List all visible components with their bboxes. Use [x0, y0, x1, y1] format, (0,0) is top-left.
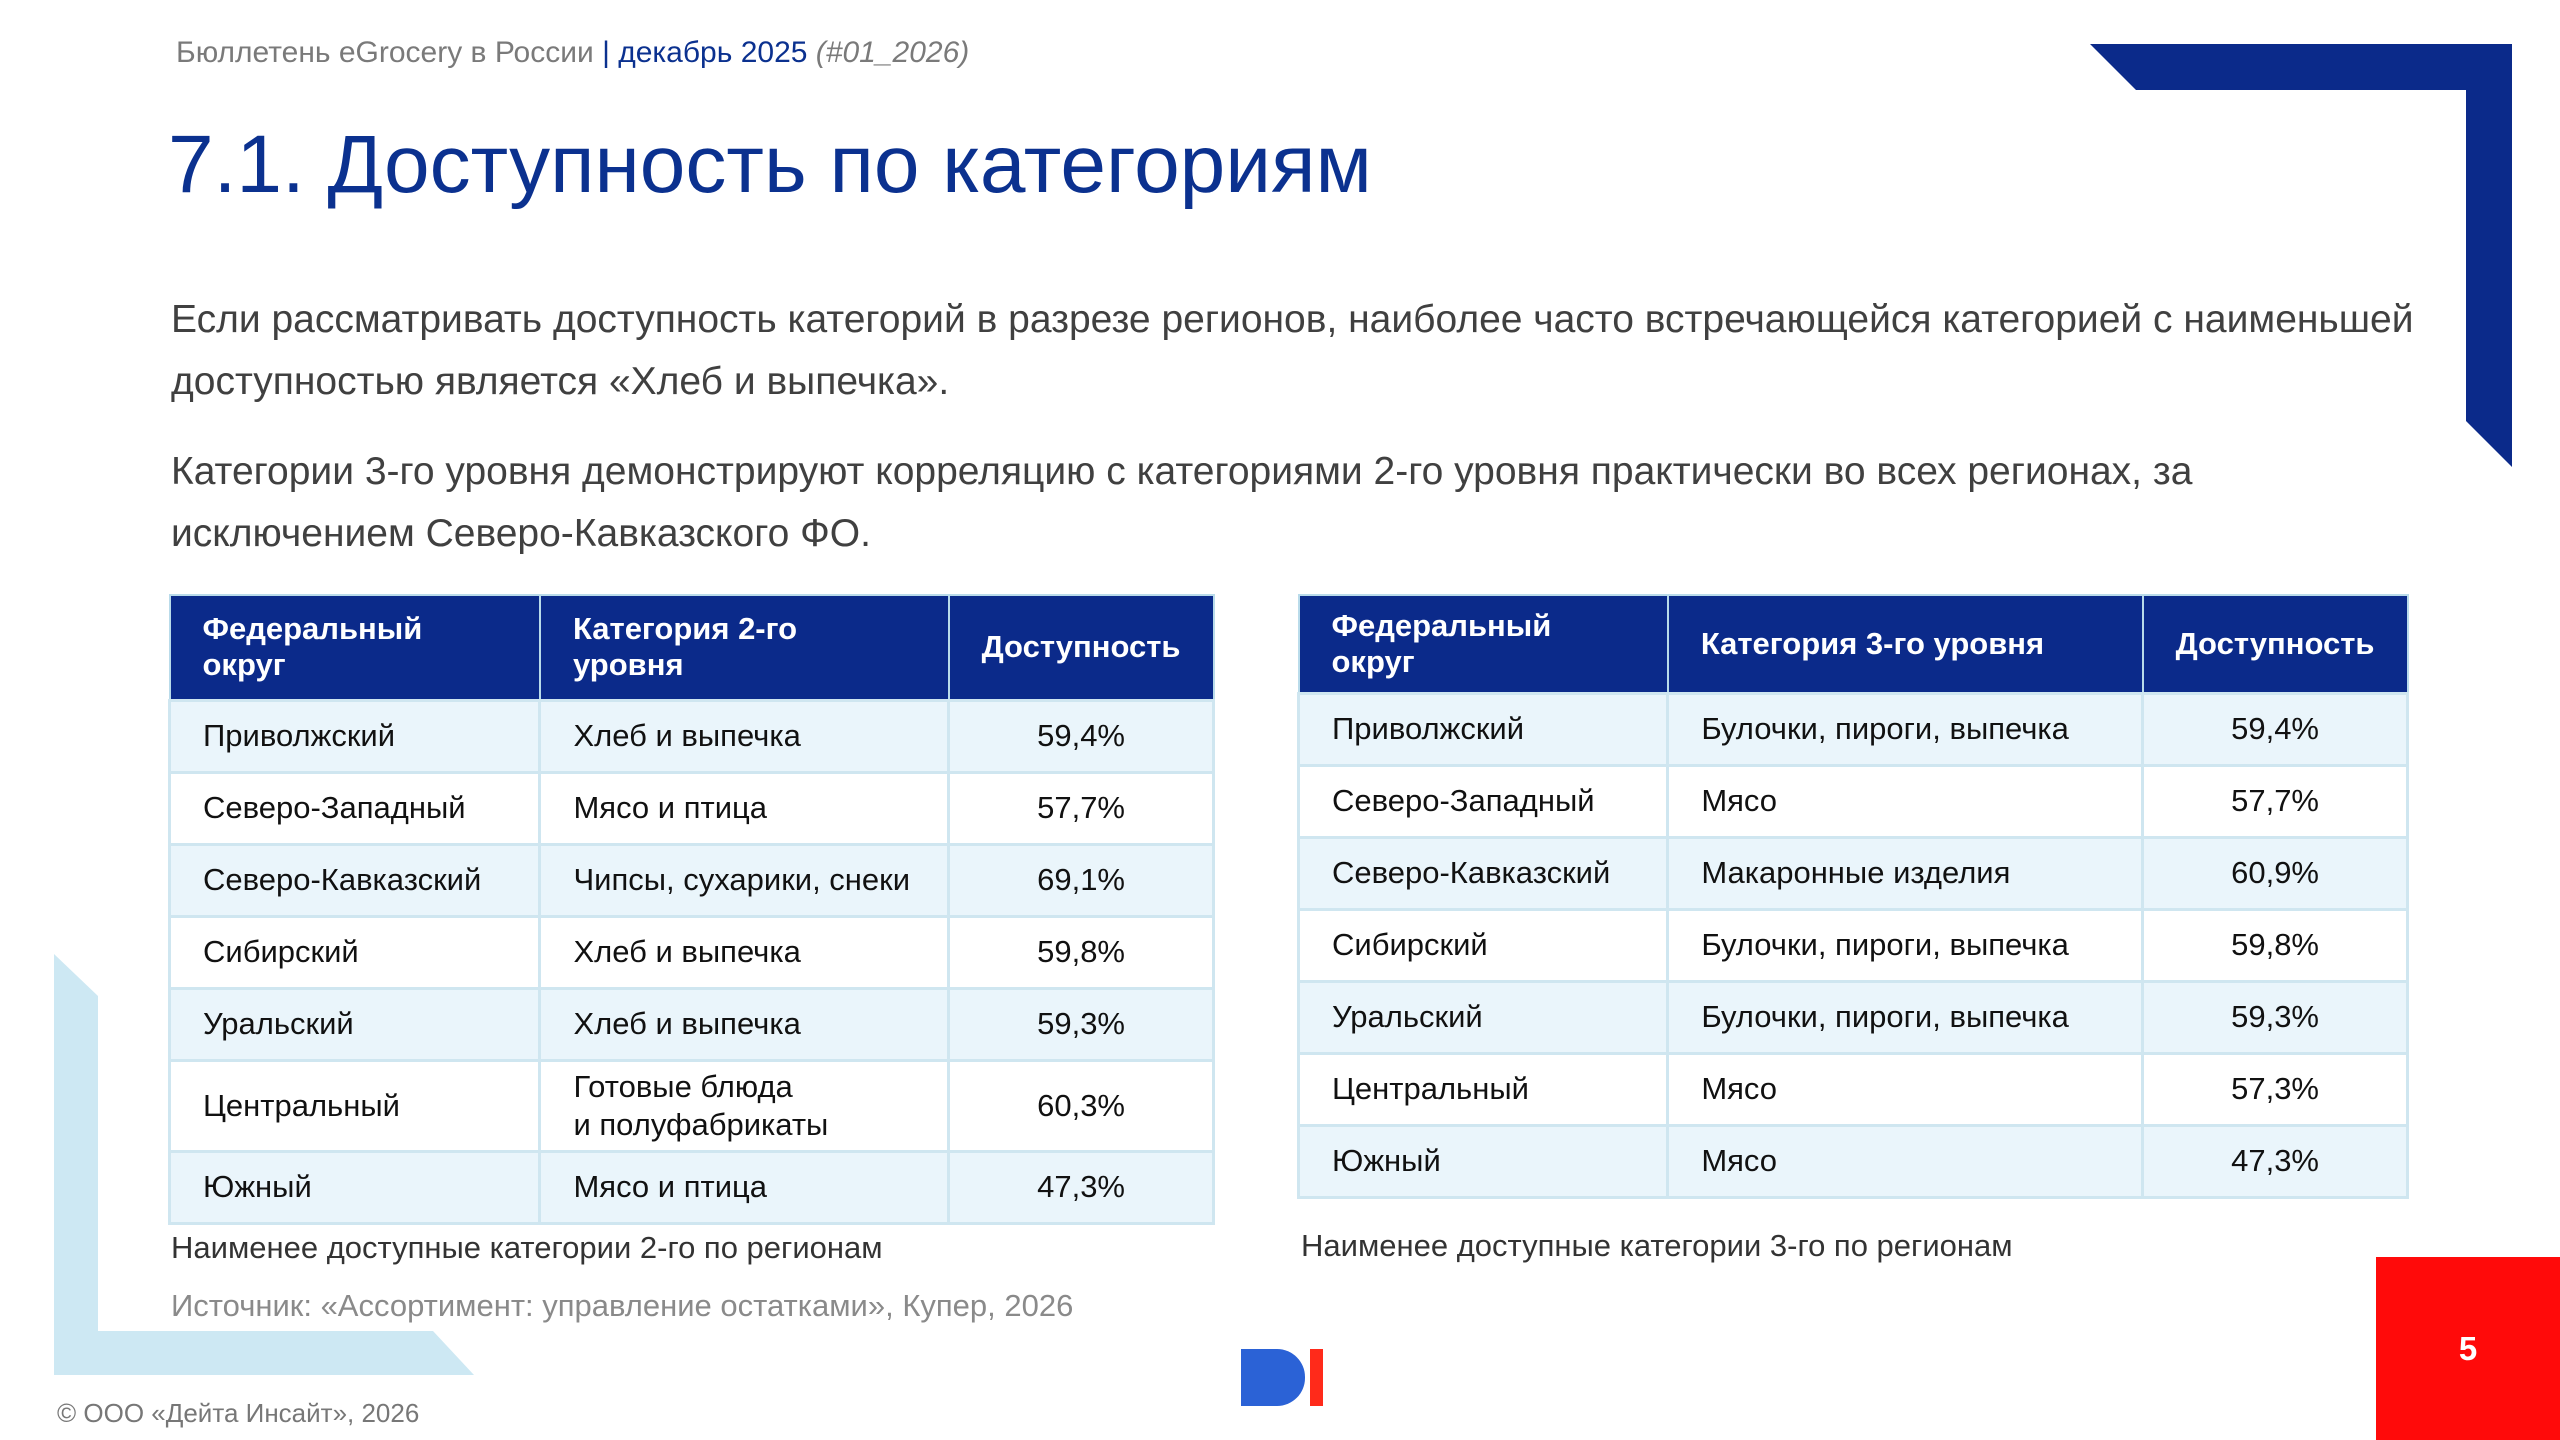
table-caption: Наименее доступные категории 3-го по рег… — [1301, 1228, 2013, 1263]
table-cell: Северо-Западный — [1296, 763, 1670, 839]
separator: | — [602, 36, 610, 69]
table-cell: Южный — [167, 1149, 542, 1225]
corner-bracket — [2090, 44, 2512, 467]
table-cell: 47,3% — [947, 1149, 1215, 1225]
table-row: Сибирский Булочки, пироги, выпечка 59,8% — [1296, 907, 2409, 983]
table-row: Уральский Булочки, пироги, выпечка 59,3% — [1296, 979, 2409, 1055]
issue: (#01_2026) — [815, 36, 970, 69]
page-number: 5 — [2376, 1257, 2560, 1440]
data-table: Федеральный округ Категория 3-го уровня До… — [1296, 594, 2409, 1199]
column-header: Федеральный округ — [1297, 594, 1669, 694]
table-row: Приволжский Хлеб и выпечка 59,4% — [167, 698, 1215, 774]
table-cell: 59,8% — [2141, 907, 2409, 983]
column-header: Доступность — [947, 594, 1215, 701]
table-cell: Булочки, пироги, выпечка — [1666, 907, 2145, 983]
table-row: Центральный Мясо 57,3% — [1296, 1051, 2409, 1127]
table-cell: Приволжский — [1296, 691, 1670, 767]
table-row: Приволжский Булочки, пироги, выпечка 59,4% — [1296, 691, 2409, 767]
paragraph: Если рассматривать доступность категорий… — [171, 298, 2414, 403]
table-cell: Южный — [1296, 1123, 1670, 1199]
table-row: Уральский Хлеб и выпечка 59,3% — [167, 986, 1215, 1062]
column-header: Категория 2-го уровня — [538, 594, 950, 701]
table-row: Сибирский Хлеб и выпечка 59,8% — [167, 914, 1215, 990]
table-cell: Северо-Западный — [167, 770, 542, 846]
header-row: Федеральный округ Категория 2-го уровня До… — [168, 594, 1215, 701]
table-cell: 57,7% — [947, 770, 1215, 846]
table-cell: Хлеб и выпечка — [538, 698, 951, 774]
table-cell: 69,1% — [947, 842, 1215, 918]
table-cell: Хлеб и выпечка — [538, 986, 951, 1062]
paragraph: Категории 3-го уровня демонстрируют корр… — [171, 450, 2193, 555]
table-cell: 57,3% — [2141, 1051, 2409, 1127]
table-cell: Центральный — [167, 1058, 542, 1153]
table-cell: Мясо и птица — [538, 1149, 951, 1225]
corner-bracket-light — [54, 954, 474, 1375]
table-caption: Наименее доступные категории 2-го по рег… — [171, 1230, 883, 1265]
table-row: Северо-Западный Мясо и птица 57,7% — [167, 770, 1215, 846]
table-cell: 59,3% — [947, 986, 1215, 1062]
copyright: © ООО «Дейта Инсайт», 2026 — [57, 1398, 420, 1428]
data-table: Федеральный округ Категория 2-го уровня До… — [167, 594, 1215, 1225]
table-row: Северо-Кавказский Макаронные изделия 60,9% — [1296, 835, 2409, 911]
logo-d — [1241, 1349, 1305, 1406]
table-row: Южный Мясо и птица 47,3% — [167, 1149, 1215, 1225]
table-cell: 47,3% — [2141, 1123, 2409, 1199]
table-cell: Мясо — [1666, 1123, 2145, 1199]
table-cell: Сибирский — [1296, 907, 1670, 983]
table-cell: Приволжский — [167, 698, 542, 774]
table-cell: Мясо и птица — [538, 770, 951, 846]
logo-i — [1310, 1349, 1323, 1406]
table-cell: Чипсы, сухарики, снеки — [538, 842, 951, 918]
table-cell: Хлеб и выпечка — [538, 914, 951, 990]
header-row: Федеральный округ Категория 3-го уровня До… — [1297, 594, 2409, 694]
table-row: Центральный Готовые блюда и полуфабрикаты… — [167, 1058, 1215, 1153]
title: 7.1. Доступность по категориям — [168, 119, 1372, 210]
date: декабрь 2025 — [618, 36, 808, 69]
table-cell: 59,3% — [2141, 979, 2409, 1055]
table-cell: 59,8% — [947, 914, 1215, 990]
table-cell: 59,4% — [2141, 691, 2409, 767]
table-cell: 60,9% — [2141, 835, 2409, 911]
table-cell: Мясо — [1666, 1051, 2145, 1127]
table-row: Южный Мясо 47,3% — [1296, 1123, 2409, 1199]
table-cell: Сибирский — [167, 914, 542, 990]
column-header: Категория 3-го уровня — [1666, 594, 2144, 694]
header: Бюллетень eGrocery в России | декабрь 20… — [176, 36, 969, 70]
table-cell: Центральный — [1296, 1051, 1670, 1127]
table-cell: 57,7% — [2141, 763, 2409, 839]
table-cell: 59,4% — [947, 698, 1215, 774]
table-cell: Северо-Кавказский — [1296, 835, 1670, 911]
publication: Бюллетень eGrocery в России — [176, 36, 594, 69]
table-cell: Макаронные изделия — [1666, 835, 2145, 911]
column-header: Доступность — [2141, 594, 2409, 694]
table-cell: Уральский — [167, 986, 542, 1062]
table-row: Северо-Западный Мясо 57,7% — [1296, 763, 2409, 839]
table-cell: Готовые блюда и полуфабрикаты — [538, 1058, 951, 1153]
table-cell: Мясо — [1666, 763, 2145, 839]
table-cell: Булочки, пироги, выпечка — [1666, 691, 2145, 767]
table-cell: 60,3% — [947, 1058, 1215, 1153]
table-row: Северо-Кавказский Чипсы, сухарики, снеки 6… — [167, 842, 1215, 918]
table-cell: Северо-Кавказский — [167, 842, 542, 918]
column-header: Федеральный округ — [168, 594, 541, 701]
table-cell: Уральский — [1296, 979, 1670, 1055]
source: Источник: «Ассортимент: управление остат… — [171, 1288, 1074, 1323]
table-cell: Булочки, пироги, выпечка — [1666, 979, 2145, 1055]
